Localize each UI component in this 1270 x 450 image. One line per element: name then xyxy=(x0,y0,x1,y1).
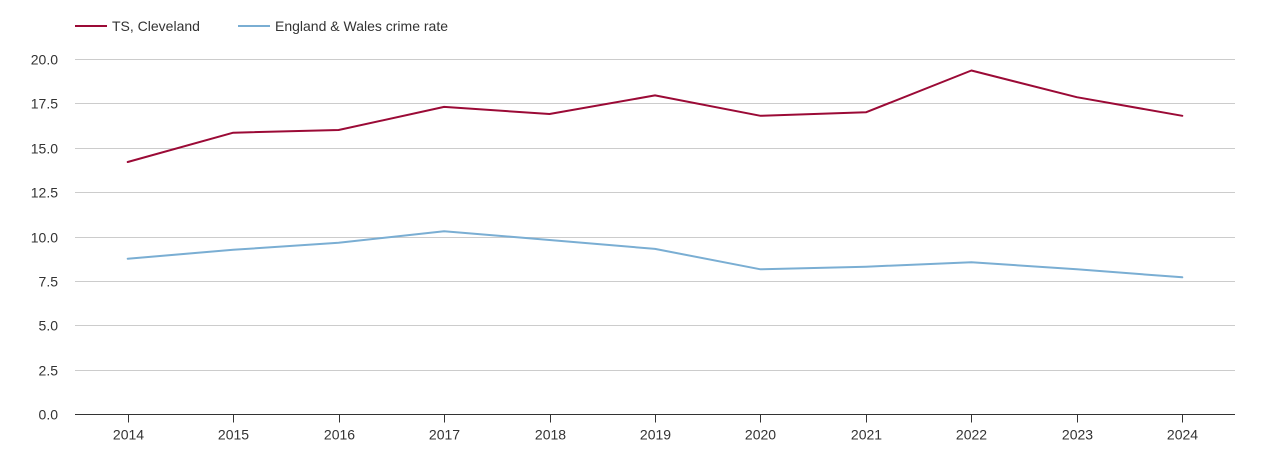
series-line-england-wales xyxy=(126,230,1184,279)
series-line-ts-cleveland xyxy=(126,69,1184,163)
y-axis: 0.0 2.5 5.0 7.5 10.0 12.5 15.0 17.5 20.0 xyxy=(31,52,58,423)
x-tick-label: 2024 xyxy=(1167,427,1198,443)
y-tick-label: 12.5 xyxy=(31,185,58,201)
y-tick-label: 17.5 xyxy=(31,96,58,112)
y-tick-label: 20.0 xyxy=(31,52,58,68)
y-tick-label: 15.0 xyxy=(31,141,58,157)
legend: TS, Cleveland England & Wales crime rate xyxy=(75,18,448,34)
y-tick-label: 0.0 xyxy=(39,407,59,423)
x-tick-label: 2018 xyxy=(535,427,566,443)
x-tick-label: 2015 xyxy=(218,427,249,443)
x-tick-label: 2019 xyxy=(640,427,671,443)
series-group xyxy=(126,69,1184,279)
x-tick-label: 2017 xyxy=(429,427,460,443)
y-tick-label: 5.0 xyxy=(39,318,59,334)
x-tick-label: 2020 xyxy=(745,427,776,443)
x-tick-label: 2014 xyxy=(113,427,144,443)
x-tick-label: 2016 xyxy=(324,427,355,443)
x-tick-label: 2023 xyxy=(1062,427,1093,443)
x-tick-label: 2022 xyxy=(956,427,987,443)
legend-label: England & Wales crime rate xyxy=(275,18,448,34)
x-tick-label: 2021 xyxy=(851,427,882,443)
y-tick-label: 7.5 xyxy=(39,274,59,290)
x-axis: 2014 2015 2016 2017 2018 2019 2020 2021 2022 2023… xyxy=(75,414,1235,443)
y-tick-label: 10.0 xyxy=(31,230,58,246)
legend-label: TS, Cleveland xyxy=(112,18,200,34)
y-tick-label: 2.5 xyxy=(39,363,59,379)
grid xyxy=(75,59,1235,371)
